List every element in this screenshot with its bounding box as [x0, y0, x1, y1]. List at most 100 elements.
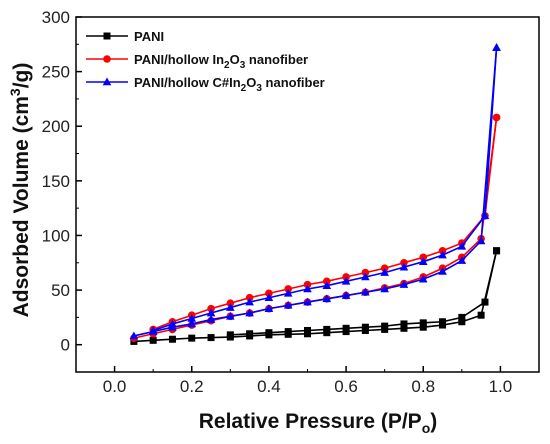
y-tick-label: 250: [42, 63, 70, 82]
adsorption-point: [207, 334, 215, 342]
x-tick-label: 1.0: [489, 377, 513, 396]
desorption-point: [226, 303, 235, 311]
desorption-point: [361, 323, 369, 331]
desorption-point: [458, 313, 466, 321]
desorption-point: [284, 328, 292, 336]
legend-label: PANI: [134, 29, 164, 44]
desorption-point: [323, 325, 331, 333]
adsorption-point: [226, 311, 235, 320]
y-tick-label: 150: [42, 172, 70, 191]
desorption-point: [418, 257, 428, 265]
legend-label-sub: 3: [240, 60, 246, 71]
desorption-point: [381, 322, 389, 330]
x-tick-label: 0.0: [103, 377, 127, 396]
adsorption-point: [168, 335, 176, 343]
adsorption-point: [245, 308, 254, 317]
adsorption-point: [458, 318, 466, 326]
adsorption-point: [380, 284, 389, 293]
desorption-point: [380, 268, 389, 276]
desorption-point: [206, 308, 216, 317]
y-tick-label: 50: [51, 281, 70, 300]
x-tick-label: 0.6: [334, 377, 358, 396]
desorption-point: [245, 297, 254, 306]
x-tick-label: 0.8: [411, 377, 435, 396]
desorption-point: [493, 247, 501, 255]
x-tick-label: 0.4: [257, 377, 281, 396]
x-title-tail: ): [430, 410, 437, 433]
y-tick-label: 0: [61, 336, 70, 355]
desorption-point: [168, 319, 177, 328]
legend-label-sub: 2: [224, 60, 230, 71]
x-axis-title: Relative Pressure (P/Po): [199, 410, 438, 436]
desorption-point: [303, 284, 312, 293]
x-title-sub: o: [422, 420, 431, 436]
desorption-point: [361, 272, 370, 281]
desorption-point: [492, 43, 501, 51]
desorption-point: [304, 326, 311, 334]
legend-label-sub: 3: [256, 83, 262, 94]
legend-label-part: PANI/hollow C#In: [134, 75, 241, 90]
y-title-main: Adsorbed Volume (cm: [10, 96, 33, 317]
adsorption-point: [361, 287, 370, 296]
axes: 0.0 0.2 0.4 0.6 0.8 1.0 0 50 100 150 200 250 300: [42, 8, 540, 396]
legend-label-sub: 2: [241, 83, 247, 94]
adsorption-point: [400, 324, 408, 332]
legend-item: PANI/hollow In2O3 nanofiber: [86, 52, 308, 71]
adsorption-point: [322, 294, 332, 303]
adsorption-point: [206, 315, 216, 323]
legend-label: PANI/hollow C#In2O3 nanofiber: [134, 75, 325, 94]
desorption-point: [492, 113, 501, 122]
adsorption-point: [438, 267, 447, 275]
desorption-point: [439, 318, 447, 326]
adsorption-point: [303, 297, 312, 306]
legend-swatch-marker: [103, 55, 111, 63]
desorption-point: [399, 262, 409, 271]
adsorption-point: [477, 311, 485, 319]
desorption-point: [264, 293, 274, 302]
adsorption-point: [149, 336, 157, 344]
legend-swatch-marker: [102, 77, 112, 86]
desorption-point: [481, 298, 489, 306]
legend-label-part: PANI/hollow In: [134, 52, 224, 67]
adsorption-point: [341, 291, 351, 299]
desorption-point: [341, 276, 351, 285]
series-3: [129, 43, 501, 340]
legend-label-part: nanofiber: [245, 52, 308, 67]
y-tick-label: 300: [42, 8, 70, 27]
desorption-point: [438, 250, 447, 259]
adsorption-line: [133, 117, 498, 339]
x-title-main: Relative Pressure (P/P: [199, 410, 422, 433]
adsorption-point: [418, 274, 428, 283]
adsorption-point: [264, 304, 274, 312]
desorption-point: [342, 324, 350, 332]
desorption-point: [322, 281, 332, 290]
legend-swatch-marker: [103, 32, 111, 40]
series-1: [130, 247, 501, 345]
legend-item: PANI/hollow C#In2O3 nanofiber: [86, 75, 325, 94]
desorption-point: [457, 241, 467, 250]
y-tick-label: 100: [42, 226, 70, 245]
legend-label: PANI/hollow In2O3 nanofiber: [134, 52, 308, 71]
y-title-tail: /g): [10, 63, 33, 89]
desorption-point: [400, 320, 408, 328]
desorption-point: [283, 288, 293, 297]
series-2: [130, 113, 501, 342]
adsorption-point: [419, 323, 427, 331]
legend-label-part: O: [230, 52, 240, 67]
adsorption-point: [283, 300, 293, 309]
x-tick-label: 0.2: [180, 377, 204, 396]
adsorption-point: [476, 236, 486, 245]
legend-label-part: PANI: [134, 29, 164, 44]
desorption-point: [265, 329, 273, 337]
desorption-point: [419, 319, 427, 327]
adsorption-line: [133, 47, 498, 337]
adsorption-point: [188, 334, 196, 342]
desorption-point: [226, 331, 234, 339]
y-title-sup: 3: [7, 88, 23, 96]
desorption-point: [187, 313, 197, 322]
legend-label-part: nanofiber: [262, 75, 325, 90]
adsorption-point: [187, 319, 197, 328]
series-layer: [129, 43, 501, 345]
